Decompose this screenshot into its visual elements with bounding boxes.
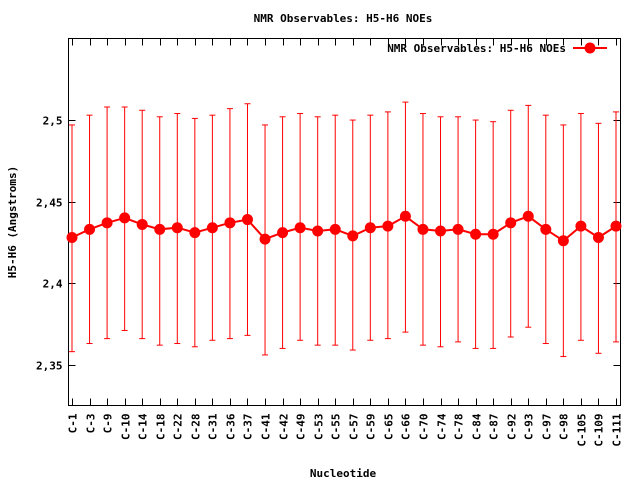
data-point xyxy=(206,222,218,234)
x-tick-label: C-41 xyxy=(260,413,273,440)
x-tick-label: C-49 xyxy=(295,414,308,441)
data-point xyxy=(540,223,552,235)
x-tick-label: C-105 xyxy=(576,414,589,447)
data-point xyxy=(84,223,96,235)
x-tick-label: C-59 xyxy=(365,414,378,441)
data-point xyxy=(505,217,517,229)
x-tick-label: C-9 xyxy=(102,414,115,434)
data-point xyxy=(241,214,253,226)
data-point xyxy=(382,220,394,232)
data-point xyxy=(347,230,359,242)
x-axis: C-1 C-3 C-9 C-10 C-14 C-18 C-22 C-28 C-31 C-36 C-3… xyxy=(67,38,624,447)
data-point xyxy=(557,235,569,247)
x-tick-label: C-31 xyxy=(207,413,220,440)
data-point xyxy=(154,223,166,235)
data-point xyxy=(224,217,236,229)
data-point xyxy=(435,225,447,237)
data-point xyxy=(171,222,183,234)
y-axis: 2,35 2,4 2,45 2,5 xyxy=(36,115,621,373)
x-tick-label: C-37 xyxy=(242,414,255,441)
x-tick-label: C-87 xyxy=(488,414,501,441)
x-tick-label: C-111 xyxy=(611,413,624,446)
y-tick-label: 2,35 xyxy=(36,360,63,373)
data-point xyxy=(364,222,376,234)
x-tick-label: C-97 xyxy=(541,414,554,441)
series-layer xyxy=(66,101,622,358)
legend: NMR Observables: H5-H6 NOEs xyxy=(387,42,607,55)
data-point xyxy=(136,218,148,230)
y-axis-label: H5-H6 (Angstroms) xyxy=(6,166,19,279)
y-tick-label: 2,5 xyxy=(43,115,63,128)
data-point xyxy=(66,231,78,243)
data-point xyxy=(522,210,534,222)
x-tick-label: C-36 xyxy=(225,413,238,440)
legend-label: NMR Observables: H5-H6 NOEs xyxy=(387,42,566,55)
plot-frame xyxy=(68,38,621,406)
x-tick-label: C-84 xyxy=(471,413,484,440)
x-tick-label: C-53 xyxy=(313,414,326,441)
x-tick-label: C-92 xyxy=(506,414,519,441)
x-tick-label: C-42 xyxy=(278,414,291,441)
x-tick-label: C-14 xyxy=(137,413,150,440)
data-point xyxy=(189,227,201,239)
x-tick-label: C-10 xyxy=(120,414,133,441)
data-point xyxy=(294,222,306,234)
data-point xyxy=(610,220,622,232)
x-tick-label: C-28 xyxy=(190,414,203,441)
y-tick-label: 2,4 xyxy=(43,278,63,291)
data-point xyxy=(101,217,113,229)
y-tick-label: 2,45 xyxy=(36,197,63,210)
legend-marker xyxy=(584,42,596,54)
data-point xyxy=(329,223,341,235)
data-point xyxy=(452,223,464,235)
x-tick-label: C-57 xyxy=(348,414,361,441)
x-tick-label: C-109 xyxy=(593,414,606,447)
x-tick-label: C-66 xyxy=(400,413,413,440)
data-point xyxy=(259,233,271,245)
x-tick-label: C-18 xyxy=(155,414,168,441)
x-tick-label: C-78 xyxy=(453,414,466,441)
data-point xyxy=(277,227,289,239)
x-axis-label: Nucleotide xyxy=(310,467,377,480)
data-point xyxy=(417,223,429,235)
data-point xyxy=(470,228,482,240)
x-tick-label: C-1 xyxy=(67,413,80,433)
data-point xyxy=(575,220,587,232)
data-point xyxy=(487,228,499,240)
x-tick-label: C-65 xyxy=(383,414,396,441)
series-line xyxy=(71,215,617,243)
x-tick-label: C-3 xyxy=(85,414,98,434)
data-point xyxy=(312,225,324,237)
data-point xyxy=(399,210,411,222)
x-tick-label: C-74 xyxy=(436,413,449,440)
x-tick-label: C-98 xyxy=(558,414,571,441)
data-point xyxy=(592,231,604,243)
chart-title: NMR Observables: H5-H6 NOEs xyxy=(254,12,433,25)
data-point xyxy=(119,212,131,224)
x-tick-label: C-55 xyxy=(330,414,343,441)
x-tick-label: C-70 xyxy=(418,414,431,441)
x-tick-label: C-93 xyxy=(523,414,536,441)
x-tick-label: C-22 xyxy=(172,414,185,441)
